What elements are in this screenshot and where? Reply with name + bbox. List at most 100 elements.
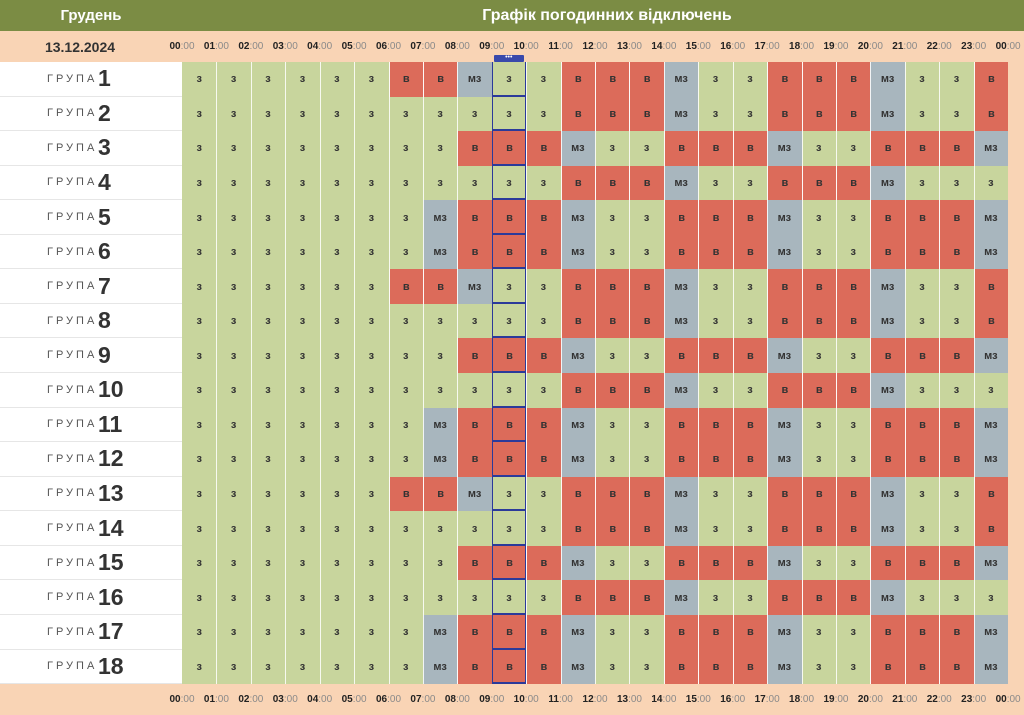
schedule-cell[interactable]: з — [388, 442, 423, 477]
schedule-cell[interactable]: з — [182, 165, 217, 201]
schedule-cell[interactable]: в — [491, 200, 527, 235]
schedule-cell[interactable]: з — [388, 545, 423, 581]
schedule-cell[interactable]: мз — [870, 62, 905, 97]
schedule-cell[interactable]: з — [285, 545, 320, 581]
schedule-cell[interactable]: мз — [973, 407, 1009, 443]
schedule-cell[interactable]: з — [835, 442, 871, 477]
schedule-cell[interactable]: з — [698, 476, 733, 512]
schedule-cell[interactable]: в — [491, 338, 527, 374]
schedule-cell[interactable]: з — [732, 269, 768, 304]
schedule-cell[interactable]: в — [801, 373, 836, 408]
schedule-cell[interactable]: з — [354, 580, 389, 615]
schedule-cell[interactable]: мз — [457, 476, 492, 512]
schedule-cell[interactable]: в — [595, 373, 630, 408]
schedule-cell[interactable]: в — [939, 649, 974, 685]
schedule-cell[interactable]: з — [354, 649, 389, 685]
schedule-cell[interactable]: в — [457, 649, 492, 685]
schedule-cell[interactable]: з — [354, 442, 389, 477]
schedule-cell[interactable]: з — [939, 303, 974, 339]
schedule-cell[interactable]: мз — [560, 131, 596, 166]
schedule-cell[interactable]: з — [319, 234, 355, 270]
schedule-cell[interactable]: мз — [767, 200, 802, 235]
schedule-cell[interactable]: з — [319, 580, 355, 615]
schedule-cell[interactable]: з — [285, 373, 320, 408]
schedule-cell[interactable]: в — [767, 511, 802, 546]
schedule-cell[interactable]: в — [904, 545, 940, 581]
schedule-cell[interactable]: в — [663, 131, 699, 166]
schedule-cell[interactable]: з — [939, 62, 974, 97]
schedule-cell[interactable]: з — [835, 545, 871, 581]
schedule-cell[interactable]: в — [629, 165, 664, 201]
schedule-cell[interactable]: з — [250, 200, 286, 235]
schedule-cell[interactable]: мз — [663, 165, 699, 201]
schedule-cell[interactable]: в — [835, 476, 871, 512]
schedule-cell[interactable]: з — [835, 234, 871, 270]
schedule-cell[interactable]: в — [904, 649, 940, 685]
schedule-cell[interactable]: з — [250, 165, 286, 201]
schedule-cell[interactable]: в — [457, 234, 492, 270]
schedule-cell[interactable]: в — [835, 373, 871, 408]
schedule-cell[interactable]: в — [973, 96, 1009, 132]
schedule-cell[interactable]: в — [973, 511, 1009, 546]
schedule-cell[interactable]: з — [285, 96, 320, 132]
schedule-cell[interactable]: в — [870, 545, 905, 581]
schedule-cell[interactable]: в — [767, 96, 802, 132]
schedule-cell[interactable]: з — [182, 200, 217, 235]
schedule-cell[interactable]: в — [732, 234, 768, 270]
schedule-cell[interactable]: в — [973, 62, 1009, 97]
schedule-cell[interactable]: в — [457, 338, 492, 374]
schedule-cell[interactable]: в — [560, 62, 596, 97]
schedule-cell[interactable]: мз — [973, 442, 1009, 477]
schedule-cell[interactable]: мз — [560, 338, 596, 374]
schedule-cell[interactable]: з — [182, 649, 217, 685]
schedule-cell[interactable]: з — [388, 373, 423, 408]
schedule-cell[interactable]: з — [457, 580, 492, 615]
schedule-cell[interactable]: з — [904, 96, 940, 132]
schedule-cell[interactable]: в — [732, 407, 768, 443]
schedule-cell[interactable]: з — [526, 303, 561, 339]
schedule-cell[interactable]: з — [319, 96, 355, 132]
schedule-cell[interactable]: в — [904, 407, 940, 443]
schedule-cell[interactable]: в — [801, 165, 836, 201]
schedule-cell[interactable]: мз — [870, 96, 905, 132]
schedule-cell[interactable]: в — [457, 545, 492, 581]
schedule-cell[interactable]: з — [182, 96, 217, 132]
schedule-cell[interactable]: з — [904, 269, 940, 304]
schedule-cell[interactable]: з — [182, 373, 217, 408]
schedule-cell[interactable]: в — [663, 614, 699, 650]
schedule-cell[interactable]: з — [595, 234, 630, 270]
schedule-cell[interactable]: в — [560, 373, 596, 408]
schedule-cell[interactable]: в — [732, 338, 768, 374]
schedule-cell[interactable]: в — [595, 511, 630, 546]
schedule-cell[interactable]: в — [595, 165, 630, 201]
schedule-cell[interactable]: з — [904, 511, 940, 546]
schedule-cell[interactable]: з — [319, 373, 355, 408]
schedule-cell[interactable]: з — [319, 511, 355, 546]
schedule-cell[interactable]: в — [767, 269, 802, 304]
schedule-cell[interactable]: з — [491, 580, 527, 615]
schedule-cell[interactable]: мз — [973, 614, 1009, 650]
schedule-cell[interactable]: з — [629, 407, 664, 443]
schedule-cell[interactable]: в — [835, 269, 871, 304]
schedule-cell[interactable]: з — [388, 338, 423, 374]
schedule-cell[interactable]: з — [250, 649, 286, 685]
schedule-cell[interactable]: з — [595, 200, 630, 235]
schedule-cell[interactable]: в — [801, 580, 836, 615]
schedule-cell[interactable]: з — [216, 62, 251, 97]
schedule-cell[interactable]: з — [216, 269, 251, 304]
schedule-cell[interactable]: з — [732, 373, 768, 408]
schedule-cell[interactable]: з — [491, 303, 527, 339]
schedule-cell[interactable]: з — [182, 62, 217, 97]
schedule-cell[interactable]: в — [870, 614, 905, 650]
schedule-cell[interactable]: з — [422, 303, 458, 339]
schedule-cell[interactable]: в — [388, 269, 423, 304]
schedule-cell[interactable]: в — [422, 269, 458, 304]
schedule-cell[interactable]: з — [526, 62, 561, 97]
schedule-cell[interactable]: в — [732, 442, 768, 477]
schedule-cell[interactable]: в — [629, 303, 664, 339]
schedule-cell[interactable]: з — [388, 580, 423, 615]
schedule-cell[interactable]: мз — [422, 442, 458, 477]
schedule-cell[interactable]: в — [973, 303, 1009, 339]
schedule-cell[interactable]: з — [732, 303, 768, 339]
schedule-cell[interactable]: в — [629, 96, 664, 132]
